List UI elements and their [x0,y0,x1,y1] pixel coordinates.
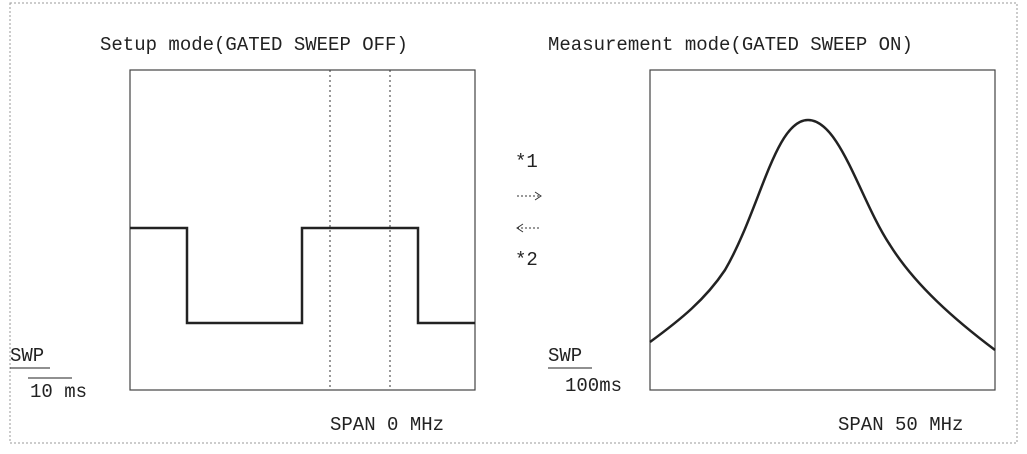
left-sweep-label: SWP [10,345,44,367]
left-screen [129,69,476,391]
spectrum-trace [649,118,996,351]
outer-frame [9,2,1018,444]
marker-2: *2 [515,249,538,271]
arrow-right [517,191,542,201]
gate-waveform [130,226,475,325]
right-title: Measurement mode(GATED SWEEP ON) [548,34,913,56]
right-sweep-label: SWP [548,345,582,367]
left-sweep-time: 10 ms [30,381,87,403]
left-span: SPAN 0 MHz [330,414,444,436]
left-title: Setup mode(GATED SWEEP OFF) [100,34,408,56]
right-screen [649,69,996,391]
right-span: SPAN 50 MHz [838,414,963,436]
right-sweep-time: 100ms [565,375,622,397]
marker-1: *1 [515,151,538,173]
arrow-left [516,223,540,233]
